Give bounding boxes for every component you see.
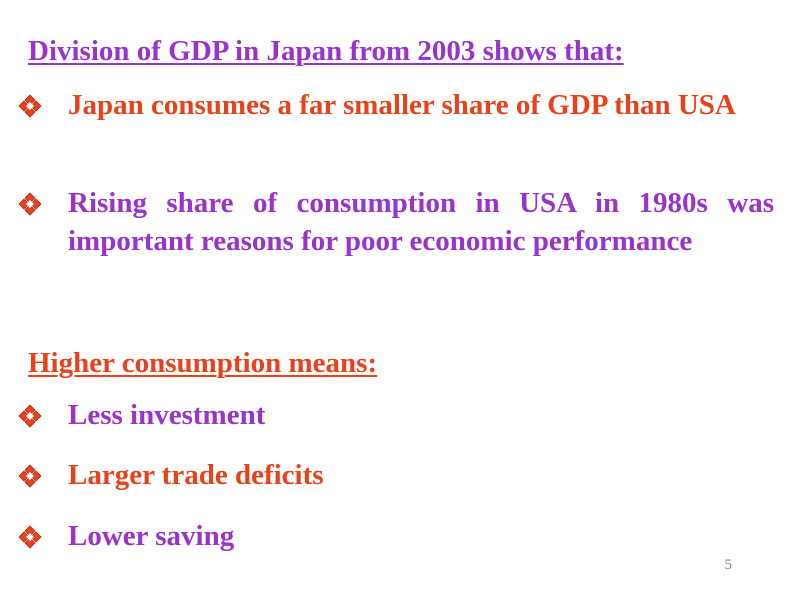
slide-number: 5 [724, 557, 733, 573]
diamond-bullet-icon [18, 404, 42, 428]
diamond-bullet-icon [18, 94, 42, 118]
diamond-bullet-icon [18, 525, 42, 549]
bullet-text: Larger trade deficits [68, 459, 324, 491]
bullet-item: Larger trade deficits [0, 456, 800, 496]
bullet-item: Rising share of consumption in USA in 19… [0, 184, 800, 302]
diamond-bullet-icon [18, 192, 42, 216]
bullet-item: Less investment [0, 396, 800, 436]
section-heading-higher-consumption: Higher consumption means: [28, 347, 378, 379]
bullet-text: Japan consumes a far smaller share of GD… [68, 89, 736, 121]
bullet-item: Lower saving [0, 517, 800, 557]
bullet-text: Less investment [68, 399, 266, 431]
bullet-text: Lower saving [68, 520, 235, 552]
diamond-bullet-icon [18, 464, 42, 488]
bullet-item: Japan consumes a far smaller share of GD… [0, 86, 800, 166]
section-heading-gdp-division: Division of GDP in Japan from 2003 shows… [28, 35, 624, 67]
bullet-text: Rising share of consumption in USA in 19… [68, 187, 774, 257]
